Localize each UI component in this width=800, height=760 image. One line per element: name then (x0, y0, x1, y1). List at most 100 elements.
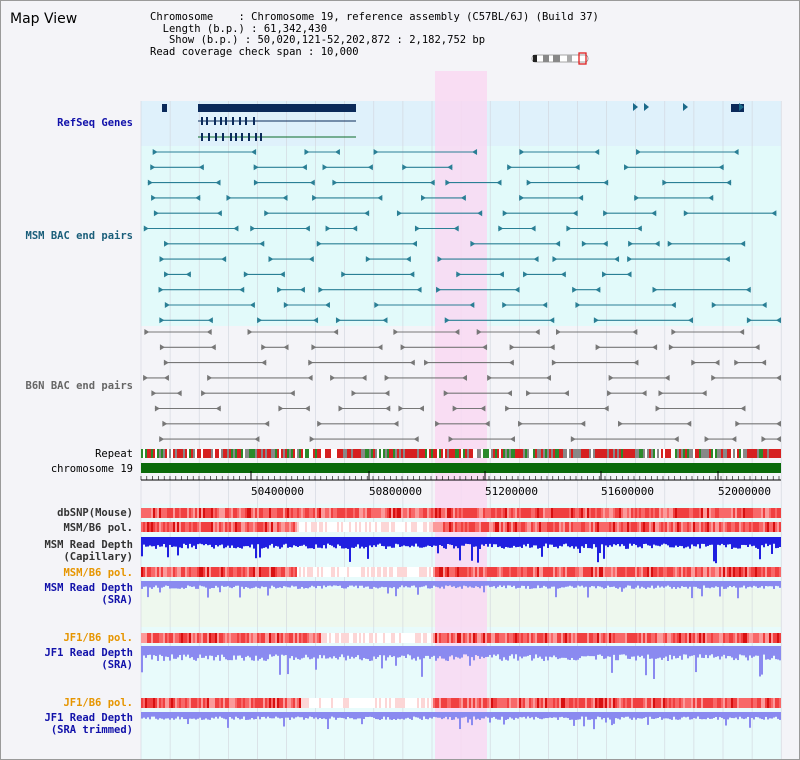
msm-pol2-cell (671, 567, 673, 577)
msm-pol-cell (425, 522, 427, 532)
track-label-msm-pol-1[interactable]: MSM/B6 pol. (63, 522, 133, 534)
track-label-refseq[interactable]: RefSeq Genes (57, 117, 133, 129)
jf1-pol2-cell (445, 698, 447, 708)
jf1-pol2-cell (723, 698, 725, 708)
jf1-depth-bar (383, 646, 385, 656)
msm-sra-depth-bar (567, 581, 569, 587)
dbsnp-cell (151, 508, 153, 518)
msm-pol2-cell (579, 567, 581, 577)
dbsnp-cell (641, 508, 643, 518)
chromosome-bar (141, 463, 781, 473)
msm-sra-depth-bar (289, 581, 291, 588)
track-label-msm-depth-sra[interactable]: MSM Read Depth (44, 582, 133, 594)
jf1-pol2-cell (661, 698, 663, 708)
msm-pol2-cell (577, 567, 579, 577)
jf1-trim-depth-bar (185, 712, 187, 720)
exon-mark (232, 117, 234, 125)
dbsnp-cell (283, 508, 285, 518)
repeat-cell (693, 449, 695, 458)
track-label-msm-pol-2[interactable]: MSM/B6 pol. (63, 567, 133, 579)
jf1-trim-depth-bar (761, 712, 763, 720)
repeat-cell (753, 449, 755, 458)
jf1-depth-bar (143, 646, 145, 656)
msm-pol-cell (399, 522, 401, 532)
track-label-jf1-trim[interactable]: JF1 Read Depth (44, 712, 133, 724)
msm-cap-depth-bar (689, 537, 691, 549)
jf1-trim-depth-bar (209, 712, 211, 720)
jf1-depth-bar (643, 646, 645, 659)
track-label-b6n-bac[interactable]: B6N BAC end pairs (25, 380, 133, 392)
track-label-jf1-pol-1[interactable]: JF1/B6 pol. (63, 632, 133, 644)
msm-pol-cell (745, 522, 747, 532)
jf1-depth-bar (473, 646, 475, 661)
msm-pol-cell (553, 522, 555, 532)
msm-cap-depth-bar (727, 537, 729, 545)
msm-sra-depth-bar (219, 581, 221, 593)
repeat-cell (651, 449, 653, 458)
dbsnp-cell (259, 508, 261, 518)
jf1-trim-depth-bar (439, 712, 441, 718)
msm-pol-cell (603, 522, 605, 532)
dbsnp-cell (455, 508, 457, 518)
msm-bac-pair-end (159, 317, 165, 324)
chromosome-ideogram[interactable] (529, 51, 593, 65)
dbsnp-cell (493, 508, 495, 518)
track-label-msm-depth-cap[interactable]: MSM Read Depth (44, 539, 133, 551)
track-label-jf1-depth[interactable]: JF1 Read Depth (44, 647, 133, 659)
msm-pol2-cell (279, 567, 281, 577)
track-label-dbsnp[interactable]: dbSNP(Mouse) (57, 507, 133, 519)
jf1-trim-depth-bar (191, 712, 193, 719)
msm-pol-cell (405, 522, 407, 532)
msm-pol-cell (729, 522, 731, 532)
jf1-pol2-cell (453, 698, 455, 708)
repeat-cell (561, 449, 563, 458)
jf1-pol-cell (291, 633, 293, 643)
repeat-cell (333, 449, 335, 458)
msm-sra-depth-bar (297, 581, 299, 589)
dbsnp-cell (247, 508, 249, 518)
jf1-trim-depth-bar (317, 712, 319, 720)
msm-sra-depth-bar (459, 581, 461, 587)
jf1-pol2-cell (319, 698, 321, 708)
jf1-trim-depth-bar (321, 712, 323, 719)
msm-bac-pair-end (243, 271, 249, 278)
dbsnp-cell (637, 508, 639, 518)
msm-pol2-cell (427, 567, 429, 577)
jf1-depth-bar (263, 646, 265, 661)
msm-cap-depth-bar (195, 537, 197, 549)
msm-cap-depth-bar (387, 537, 389, 547)
msm-sra-depth-bar (449, 581, 451, 586)
track-label-msm-bac[interactable]: MSM BAC end pairs (25, 230, 133, 242)
msm-cap-depth-bar (503, 537, 505, 549)
msm-pol2-cell (489, 567, 491, 577)
repeat-cell (195, 449, 197, 458)
jf1-pol2-cell (523, 698, 525, 708)
msm-pol-cell (693, 522, 695, 532)
track-label-jf1-pol-2[interactable]: JF1/B6 pol. (63, 697, 133, 709)
msm-pol2-cell (253, 567, 255, 577)
msm-pol-cell (631, 522, 633, 532)
msm-pol2-cell (699, 567, 701, 577)
dbsnp-cell (413, 508, 415, 518)
jf1-trim-depth-bar (299, 712, 301, 718)
length-value: 61,342,430 (263, 22, 328, 35)
msm-bac-pair-end (421, 194, 427, 201)
msm-pol-cell (701, 522, 703, 532)
msm-cap-depth-bar (433, 537, 435, 546)
jf1-pol2-cell (209, 698, 211, 708)
dbsnp-cell (301, 508, 303, 518)
jf1-pol2-cell (229, 698, 231, 708)
msm-sra-depth-bar (319, 581, 321, 587)
b6n-bac-pair-end (393, 329, 399, 335)
b6n-bac-pair-end (761, 436, 767, 443)
jf1-trim-depth-bar (395, 712, 397, 720)
jf1-pol-cell (527, 633, 529, 643)
msm-pol-cell (777, 522, 779, 532)
msm-pol2-cell (645, 567, 647, 577)
msm-pol2-cell (399, 567, 401, 577)
dbsnp-cell (631, 508, 633, 518)
jf1-trim-depth-bar (433, 712, 435, 717)
jf1-trim-depth-bar (213, 712, 215, 719)
jf1-pol2-cell (325, 698, 327, 708)
